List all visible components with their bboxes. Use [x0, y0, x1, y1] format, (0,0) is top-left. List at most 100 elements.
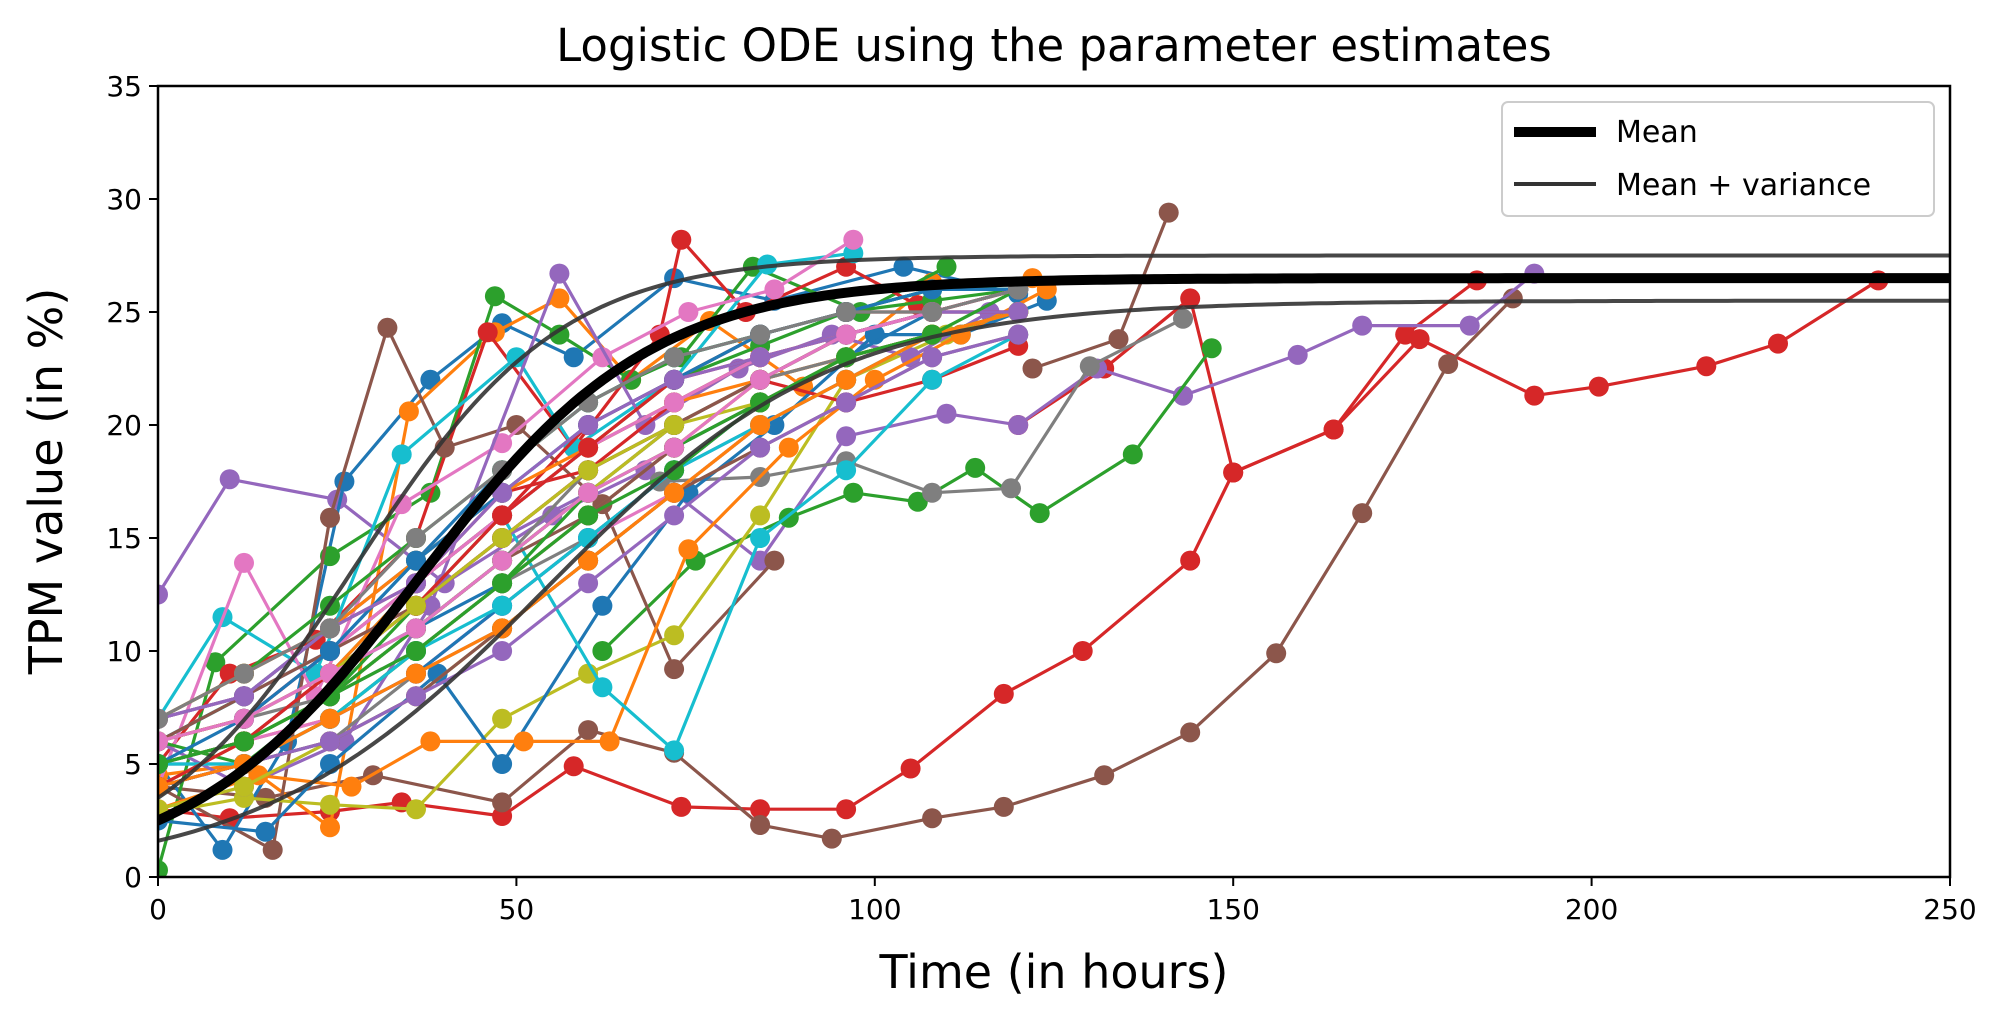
x-axis-title: Time (in hours) — [879, 945, 1229, 999]
data-point — [578, 505, 599, 526]
data-point — [341, 776, 362, 797]
data-point — [320, 507, 340, 528]
data-point — [1266, 643, 1287, 664]
data-point — [664, 415, 685, 435]
data-point — [563, 756, 584, 777]
data-point — [750, 369, 771, 390]
data-point — [255, 821, 276, 842]
data-point — [492, 754, 513, 774]
data-point — [750, 528, 771, 548]
data-point — [506, 415, 527, 435]
data-point — [506, 347, 527, 368]
data-point — [922, 482, 943, 503]
data-point — [492, 550, 513, 571]
data-point — [671, 229, 692, 250]
data-point — [836, 302, 857, 322]
data-point — [836, 392, 857, 413]
data-point — [671, 796, 692, 817]
data-point — [764, 279, 785, 300]
data-point — [678, 302, 699, 322]
data-point — [406, 618, 426, 639]
data-point — [936, 403, 957, 424]
y-axis: 0 5 10 15 20 25 30 35 — [106, 70, 158, 894]
data-point — [391, 444, 412, 465]
data-point — [836, 460, 857, 481]
data-point — [320, 708, 340, 729]
x-tick-label: 250 — [1923, 893, 1976, 926]
data-point — [406, 528, 426, 548]
data-point — [592, 595, 613, 616]
data-point — [391, 494, 412, 515]
data-point — [484, 286, 505, 307]
data-point — [664, 437, 685, 458]
y-axis-title: TPM value (in %) — [19, 288, 73, 676]
data-point — [492, 641, 513, 661]
data-point — [205, 652, 226, 673]
data-point — [1180, 722, 1201, 743]
data-point — [492, 595, 513, 616]
y-tick-label: 25 — [106, 296, 142, 329]
data-point — [1094, 765, 1115, 786]
x-tick-label: 0 — [149, 893, 167, 926]
data-point — [1352, 315, 1373, 336]
plot-frame — [156, 84, 1952, 879]
legend-box — [1501, 101, 1935, 217]
x-tick-label: 200 — [1565, 893, 1618, 926]
data-point — [900, 758, 921, 779]
data-point — [477, 322, 498, 343]
data-point — [678, 539, 699, 560]
series — [158, 324, 1029, 797]
data-point — [1173, 385, 1193, 406]
data-point — [750, 347, 771, 368]
data-point — [1180, 288, 1201, 309]
data-point — [158, 584, 168, 605]
data-point — [1696, 356, 1717, 377]
data-point — [234, 552, 254, 573]
data-point — [406, 686, 426, 707]
data-point — [578, 482, 599, 503]
y-tick-label: 35 — [106, 70, 142, 103]
data-point — [406, 641, 426, 661]
data-point — [664, 505, 685, 526]
series — [592, 338, 1222, 661]
series-line — [158, 272, 991, 789]
data-point — [320, 794, 340, 815]
data-point — [993, 683, 1014, 704]
data-point — [320, 618, 340, 639]
model-curves — [158, 253, 1950, 843]
data-point — [1588, 376, 1609, 397]
legend: Mean Mean + variance — [1501, 101, 1935, 217]
y-tick-label: 30 — [106, 183, 142, 216]
data-point — [664, 482, 685, 503]
data-point — [492, 528, 513, 548]
data-point — [664, 659, 685, 680]
data-point — [1409, 329, 1430, 350]
data-point — [158, 754, 168, 774]
mean-curve — [158, 273, 1950, 826]
data-point — [843, 482, 864, 503]
data-point — [398, 401, 419, 422]
data-point — [599, 731, 620, 752]
data-point — [965, 457, 986, 478]
data-point — [922, 369, 943, 390]
data-point — [234, 663, 254, 684]
data-point — [836, 324, 857, 345]
data-point — [843, 229, 864, 250]
data-point — [563, 347, 584, 368]
data-point — [406, 799, 426, 820]
variance-curve — [158, 253, 1950, 800]
data-point — [922, 808, 943, 829]
data-point — [936, 256, 957, 277]
data-point — [1079, 356, 1100, 377]
data-point — [893, 256, 914, 277]
data-point — [320, 731, 340, 752]
legend-variance-label: Mean + variance — [1616, 168, 1871, 203]
series-line — [158, 272, 1536, 596]
data-point — [578, 720, 599, 741]
data-point — [1029, 503, 1050, 524]
data-point — [492, 618, 513, 639]
variance-curve — [158, 298, 1950, 843]
data-point — [592, 677, 613, 698]
data-point — [492, 505, 513, 526]
